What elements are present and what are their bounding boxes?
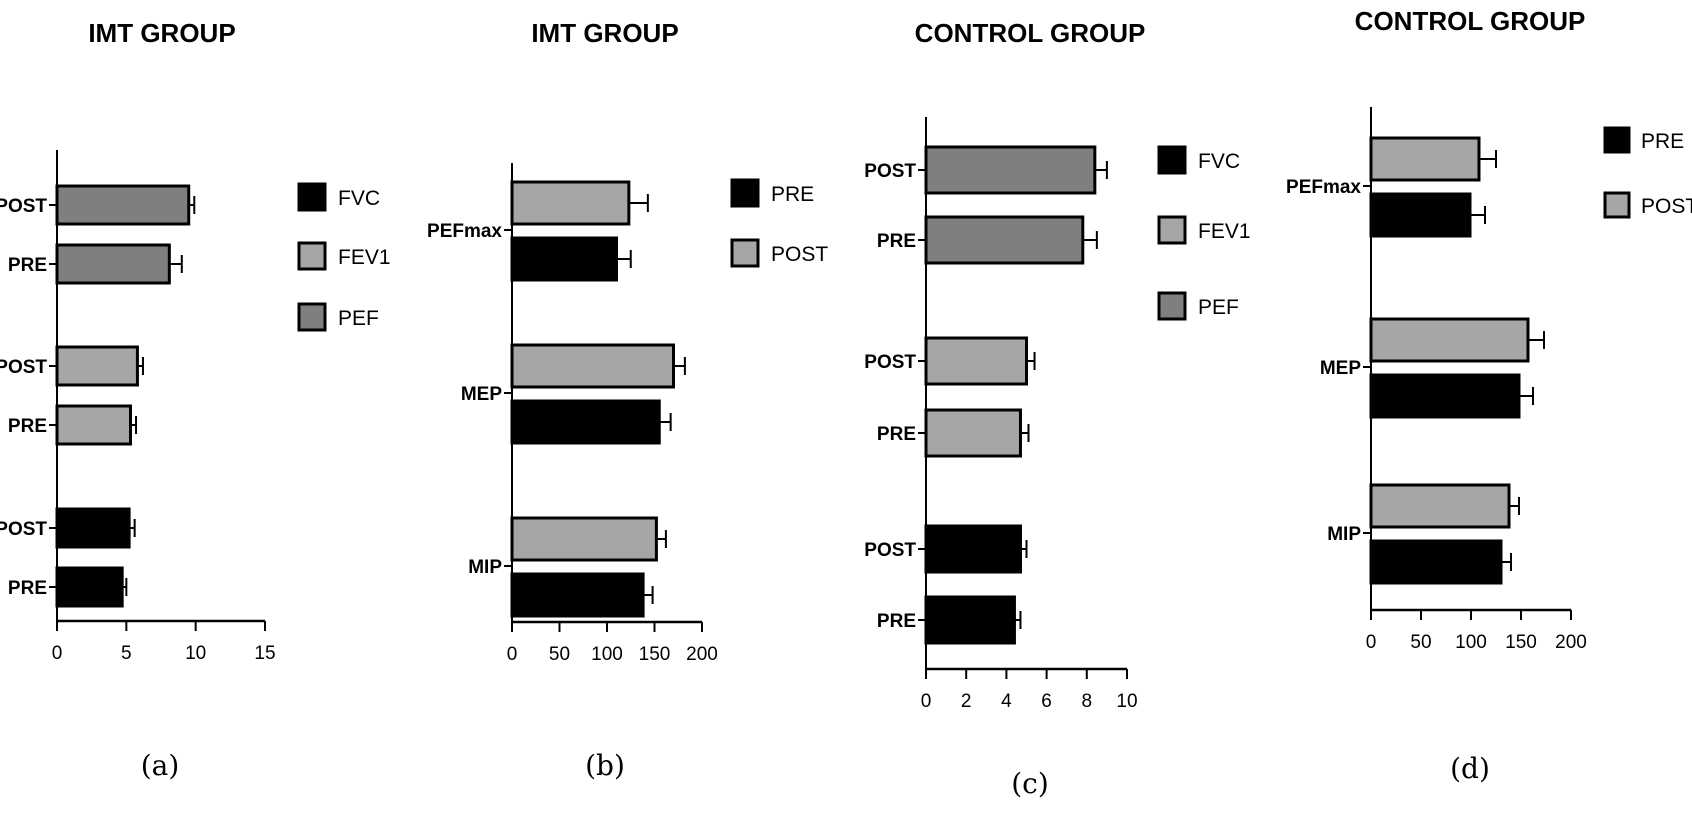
category-label: POST [864,540,916,561]
legend-label: PEF [1198,296,1239,319]
x-tick-label: 4 [1001,691,1012,712]
x-tick-label: 0 [52,643,63,664]
category-label: PEFmax [427,221,502,242]
category-label: PRE [877,611,916,632]
x-tick-label: 200 [1555,632,1587,653]
legend-label: POST [771,243,828,266]
bar-pre-pefmax [510,236,618,282]
x-tick-label: 5 [121,643,132,664]
chart-panel-a: IMT GROUP (a) 0 5 10 15 PRE POST PRE POST PRE POST F… [0,18,391,782]
bar-pre-mep [510,399,661,445]
bar-pef-pre [55,243,171,285]
x-tick-label: 8 [1082,691,1093,712]
x-tick-label: 150 [1505,632,1537,653]
x-tick-label: 200 [686,644,718,665]
category-label: PRE [8,255,47,276]
legend-swatch [730,238,760,268]
bar-post-mep [1369,317,1530,363]
x-tick-label: 0 [507,644,518,665]
category-label: POST [0,519,47,540]
bar-fvc-pre [924,595,1016,645]
chart-panel-c: CONTROL GROUP (c) 0 2 4 6 8 10 PRE POST PRE POST PRE… [864,18,1250,800]
legend-label: FEV1 [338,246,391,269]
legend-label: PEF [338,307,379,330]
chart-panel-d: CONTROL GROUP (d) 0 50 100 150 200 MIP MEP PEFmax… [1286,6,1692,785]
x-tick-label: 2 [961,691,972,712]
x-tick-label: 10 [1116,691,1137,712]
panel-label: (d) [1450,752,1490,785]
category-label: POST [0,357,47,378]
panel-label: (a) [141,749,180,782]
legend-label: PRE [771,183,814,206]
bar-fvc-post [55,507,131,549]
legend-swatch [297,302,327,332]
bar-pre-mip [1369,539,1503,585]
x-tick-label: 100 [1455,632,1487,653]
bar-fev1-pre [55,404,132,446]
bar-pre-pefmax [1369,192,1472,238]
category-label: MIP [1327,524,1361,545]
bar-post-pefmax [510,180,631,226]
chart-title: IMT GROUP [88,18,235,48]
x-tick-label: 50 [549,644,570,665]
legend-label: FEV1 [1198,220,1251,243]
category-label: MEP [461,384,503,405]
legend-swatch [1603,191,1631,219]
chart-panel-b: IMT GROUP (b) 0 50 100 150 200 MIP MEP PEFmax PRE P… [427,18,828,782]
bar-fev1-pre [924,408,1022,458]
legend-label: FVC [1198,150,1240,173]
bar-pre-mip [510,572,645,618]
bar-fvc-post [924,524,1022,574]
x-tick-label: 0 [921,691,932,712]
legend-swatch [1157,145,1187,175]
category-label: MEP [1320,358,1362,379]
x-tick-label: 15 [254,643,275,664]
category-label: POST [0,196,47,217]
bar-pef-pre [924,215,1085,265]
category-label: PRE [8,416,47,437]
legend-swatch [730,178,760,208]
bar-pre-mep [1369,373,1521,419]
panel-label: (b) [585,749,625,782]
category-label: POST [864,161,916,182]
bar-fev1-post [55,345,139,387]
bar-post-pefmax [1369,136,1481,182]
legend-swatch [1157,291,1187,321]
bar-pef-post [924,145,1097,195]
legend-swatch [297,182,327,212]
chart-title: CONTROL GROUP [915,18,1146,48]
category-label: PRE [877,424,916,445]
x-tick-label: 10 [185,643,206,664]
bar-pef-post [55,184,191,226]
bar-post-mip [510,516,658,562]
category-label: POST [864,352,916,373]
legend-label: FVC [338,187,380,210]
category-label: PEFmax [1286,177,1361,198]
panel-label: (c) [1011,767,1049,800]
legend-swatch [297,241,327,271]
category-label: MIP [468,557,502,578]
chart-title: IMT GROUP [531,18,678,48]
category-label: PRE [8,578,47,599]
legend-swatch [1157,215,1187,245]
x-tick-label: 100 [591,644,623,665]
x-tick-label: 6 [1041,691,1052,712]
legend-swatch [1603,126,1631,154]
bar-post-mip [1369,483,1511,529]
legend-label: POST [1641,195,1692,218]
category-label: PRE [877,231,916,252]
x-tick-label: 150 [639,644,671,665]
x-tick-label: 0 [1366,632,1377,653]
bar-fvc-pre [55,566,124,608]
bar-post-mep [510,343,675,389]
x-tick-label: 50 [1410,632,1431,653]
legend-label: PRE [1641,130,1684,153]
chart-title: CONTROL GROUP [1355,6,1586,36]
bar-fev1-post [924,336,1028,386]
